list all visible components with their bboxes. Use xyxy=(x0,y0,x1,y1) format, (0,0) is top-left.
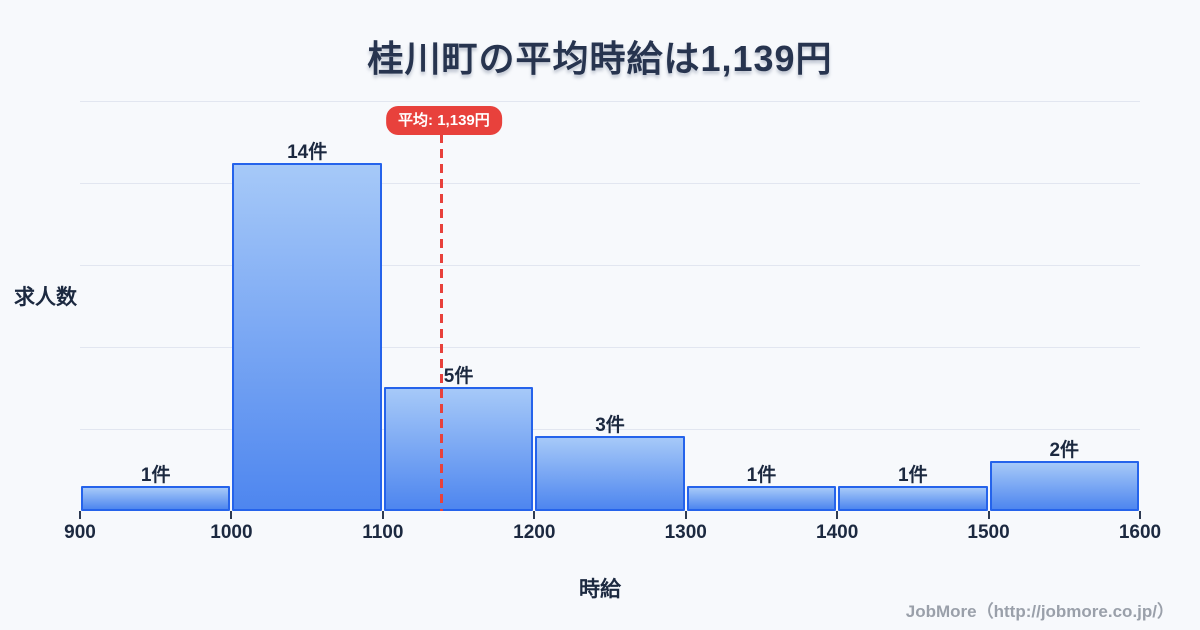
x-axis-tick-label: 1200 xyxy=(513,522,556,543)
x-axis-tick-label: 1500 xyxy=(967,522,1010,543)
x-axis-tick xyxy=(987,511,990,519)
x-axis-tick xyxy=(533,511,536,519)
x-axis-tick-label: 1300 xyxy=(664,522,707,543)
mean-dashed-line xyxy=(440,134,444,511)
histogram-bar xyxy=(686,486,837,511)
horizontal-gridline xyxy=(80,265,1140,266)
footer-attribution: JobMore（http://jobmore.co.jp/） xyxy=(905,602,1174,621)
chart-title: 桂川町の平均時給は1,139円 xyxy=(367,38,833,79)
x-axis-tick-label: 900 xyxy=(64,522,96,543)
y-axis-label: 求人数 xyxy=(14,286,77,309)
bar-value-label: 3件 xyxy=(595,415,625,436)
x-axis-tick xyxy=(684,511,687,519)
histogram-bar xyxy=(535,436,685,511)
x-axis-tick-label: 1100 xyxy=(362,522,404,543)
x-axis-tick xyxy=(1139,511,1141,519)
histogram-bar xyxy=(838,486,988,511)
x-axis-tick-label: 1400 xyxy=(816,522,859,543)
horizontal-gridline xyxy=(80,183,1140,184)
histogram-bar xyxy=(232,163,382,511)
bar-value-label: 1件 xyxy=(746,465,777,486)
mean-value-badge: 平均: 1,139円 xyxy=(386,106,502,135)
bar-value-label: 2件 xyxy=(1049,440,1080,461)
x-axis-tick xyxy=(230,511,233,519)
bar-value-label: 1件 xyxy=(898,465,928,486)
x-axis-label: 時給 xyxy=(579,578,621,601)
x-axis-tick-label: 1000 xyxy=(210,522,253,543)
horizontal-gridline xyxy=(80,429,1140,430)
histogram-bar xyxy=(989,461,1139,511)
bar-value-label: 5件 xyxy=(443,366,474,387)
horizontal-gridline xyxy=(80,101,1140,102)
histogram-bar xyxy=(81,486,231,511)
histogram-bar xyxy=(383,387,534,511)
horizontal-gridline xyxy=(80,347,1140,348)
x-axis-tick xyxy=(836,511,839,519)
x-axis-tick-label: 1600 xyxy=(1118,522,1162,543)
x-axis-tick xyxy=(381,511,384,519)
x-axis-tick xyxy=(79,511,81,519)
bar-value-label: 1件 xyxy=(140,465,171,486)
bar-value-label: 14件 xyxy=(287,142,328,163)
